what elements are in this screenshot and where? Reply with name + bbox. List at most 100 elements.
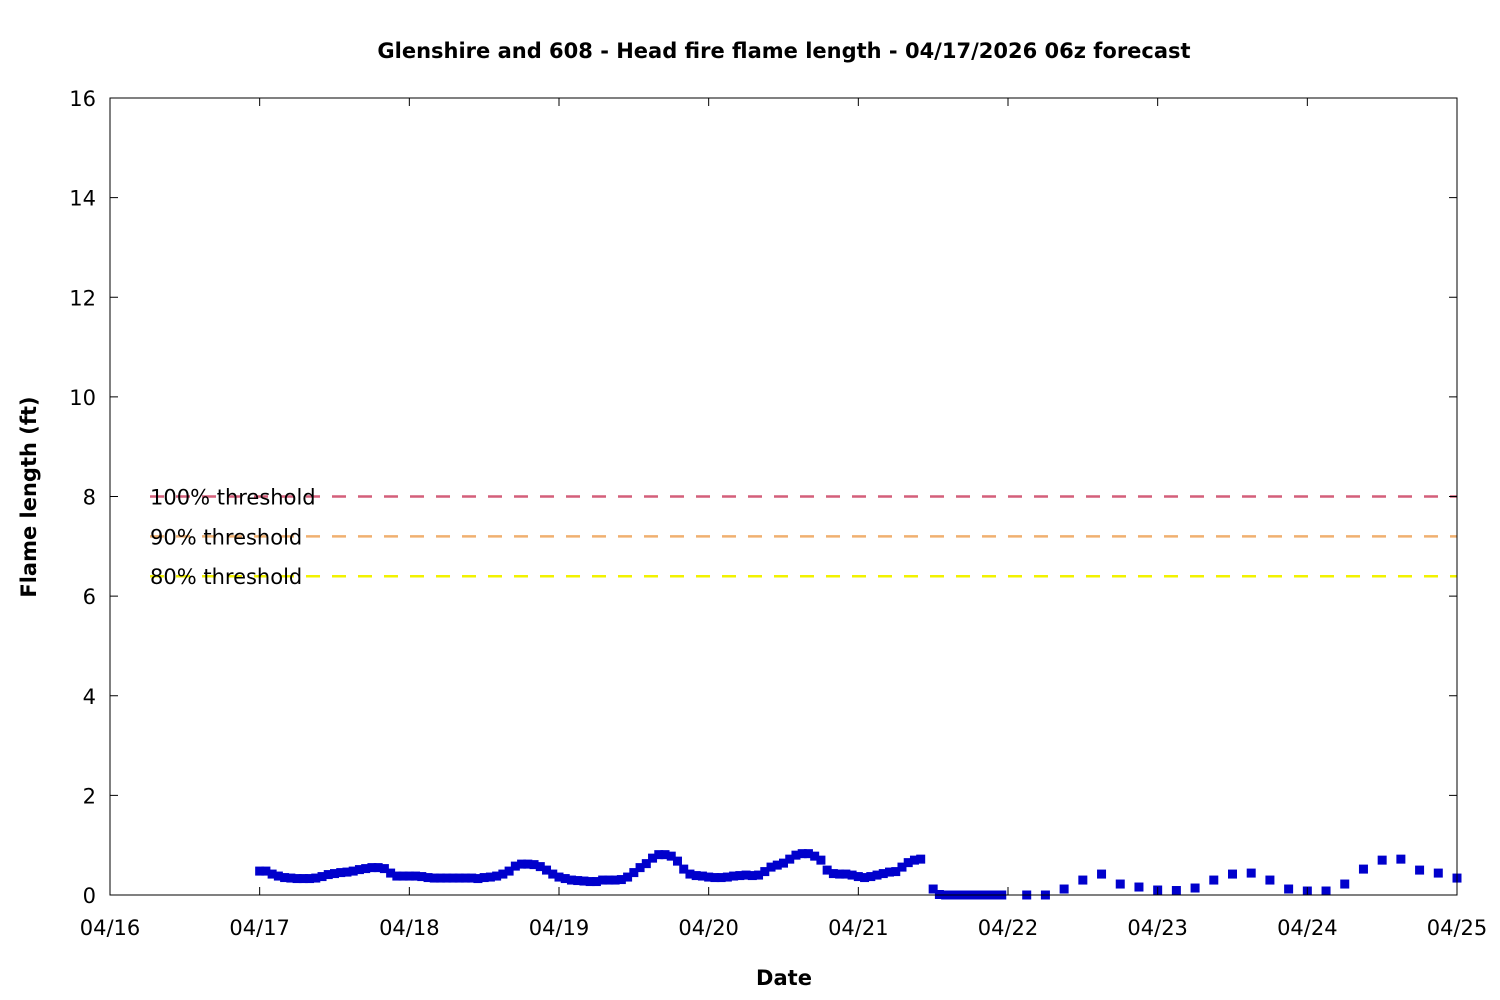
data-point	[591, 877, 601, 887]
data-point	[1265, 875, 1275, 885]
data-point	[361, 864, 371, 874]
data-point	[566, 875, 576, 885]
data-point	[766, 862, 776, 872]
data-point	[1321, 886, 1331, 896]
data-point	[822, 865, 832, 875]
data-point	[485, 872, 495, 882]
data-point	[928, 884, 938, 894]
data-point	[1059, 884, 1069, 894]
data-point	[517, 859, 527, 869]
data-point	[560, 874, 570, 884]
data-point	[641, 859, 651, 869]
data-point	[298, 874, 308, 884]
data-point	[629, 868, 639, 878]
data-point	[479, 873, 489, 883]
data-point	[747, 871, 757, 881]
data-point	[1246, 868, 1256, 878]
data-point	[529, 860, 539, 870]
data-point	[417, 872, 427, 882]
y-tick-label: 2	[83, 784, 96, 808]
data-point	[467, 873, 477, 883]
data-point	[1190, 883, 1200, 893]
data-point	[1340, 879, 1350, 889]
data-point	[679, 864, 689, 874]
x-tick-label: 04/16	[80, 916, 141, 940]
data-point	[523, 859, 533, 869]
y-tick-label: 10	[69, 386, 96, 410]
x-tick-label: 04/22	[978, 916, 1039, 940]
data-point	[492, 871, 502, 881]
data-point	[604, 875, 614, 885]
data-point	[1433, 868, 1443, 878]
data-point	[473, 874, 483, 884]
x-tick-label: 04/23	[1127, 916, 1188, 940]
data-point	[286, 873, 296, 883]
data-point	[878, 869, 888, 879]
data-point	[548, 869, 558, 879]
data-point	[292, 874, 302, 884]
data-point	[666, 851, 676, 861]
data-point	[754, 870, 764, 880]
data-point	[797, 849, 807, 859]
data-point	[373, 863, 383, 873]
data-point	[1097, 869, 1107, 879]
data-point	[1171, 886, 1181, 896]
data-point	[330, 869, 339, 879]
threshold-label: 90% threshold	[150, 525, 302, 549]
y-tick-label: 14	[69, 187, 96, 211]
data-point	[267, 869, 277, 879]
data-point	[579, 876, 589, 886]
data-point	[909, 855, 919, 865]
data-point	[585, 877, 595, 887]
data-point	[542, 865, 552, 875]
data-point	[872, 870, 882, 880]
data-point	[885, 867, 895, 877]
data-point	[729, 871, 739, 881]
data-point	[460, 873, 470, 883]
x-tick-label: 04/21	[828, 916, 889, 940]
data-point	[255, 866, 265, 876]
data-point	[442, 873, 452, 883]
data-point	[828, 869, 838, 879]
data-point	[454, 873, 464, 883]
data-point	[323, 870, 333, 880]
data-point	[354, 865, 364, 875]
data-point	[1134, 882, 1144, 892]
data-point	[311, 873, 321, 883]
data-point	[847, 870, 857, 880]
data-point	[598, 875, 608, 885]
data-point	[379, 864, 389, 874]
plot-frame	[109, 97, 1458, 896]
data-point	[785, 854, 795, 864]
data-point	[722, 872, 732, 882]
data-point	[866, 872, 876, 882]
x-tick-label: 04/24	[1277, 916, 1338, 940]
data-point	[392, 871, 402, 881]
data-point	[704, 872, 714, 882]
x-tick-label: 04/18	[379, 916, 440, 940]
data-point	[741, 870, 751, 880]
data-point	[648, 853, 658, 863]
data-point	[853, 872, 863, 882]
x-tick-label: 04/25	[1427, 916, 1488, 940]
data-point	[1284, 884, 1294, 894]
data-point	[779, 858, 788, 868]
data-point	[1396, 854, 1406, 864]
threshold-label: 80% threshold	[150, 565, 302, 589]
y-axis-label: Flame length (ft)	[17, 396, 41, 597]
data-point	[1415, 865, 1425, 875]
data-point	[697, 871, 707, 881]
chart-title: Glenshire and 608 - Head fire flame leng…	[377, 39, 1190, 63]
data-point	[623, 872, 633, 882]
data-point	[554, 872, 564, 882]
data-point	[691, 871, 701, 881]
data-point	[1115, 879, 1125, 889]
data-point	[398, 871, 408, 881]
y-tick-label: 0	[83, 884, 96, 908]
data-point	[841, 869, 851, 879]
data-point	[810, 851, 820, 861]
y-tick-label: 6	[83, 585, 96, 609]
data-point	[367, 863, 377, 873]
data-point	[573, 876, 583, 886]
